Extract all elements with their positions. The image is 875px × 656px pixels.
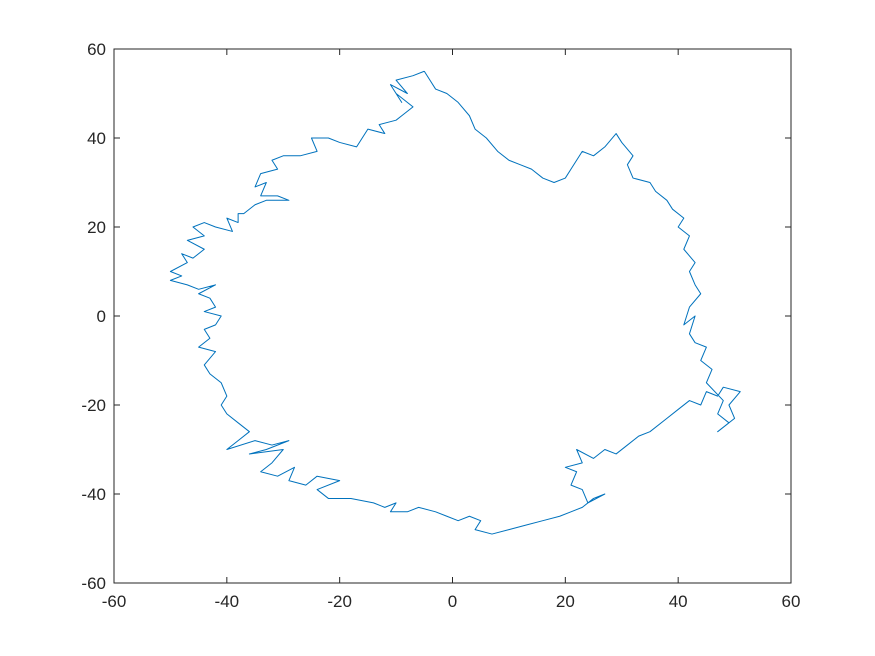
y-tick-label: 60 (87, 40, 106, 59)
y-tick-label: 0 (97, 307, 106, 326)
series-layer (169, 70, 741, 535)
x-tick-label: -60 (102, 592, 127, 611)
x-tick-label: -40 (215, 592, 240, 611)
y-tick-label: 20 (87, 218, 106, 237)
x-tick-label: -20 (327, 592, 352, 611)
y-tick-label: -40 (81, 485, 106, 504)
y-tick-label: -60 (81, 574, 106, 593)
series-line-0 (169, 70, 741, 535)
x-tick-label: 0 (448, 592, 457, 611)
x-tick-label: 60 (782, 592, 801, 611)
x-tick-label: 40 (669, 592, 688, 611)
x-tick-label: 20 (556, 592, 575, 611)
axes-box (113, 48, 792, 584)
y-tick-label: -20 (81, 396, 106, 415)
plot-area (114, 49, 791, 583)
tick-label-layer: -60 -40 -20 0 20 40 60 -60 -40 -20 0 20 40 60 (81, 40, 800, 611)
y-tick-label: 40 (87, 129, 106, 148)
